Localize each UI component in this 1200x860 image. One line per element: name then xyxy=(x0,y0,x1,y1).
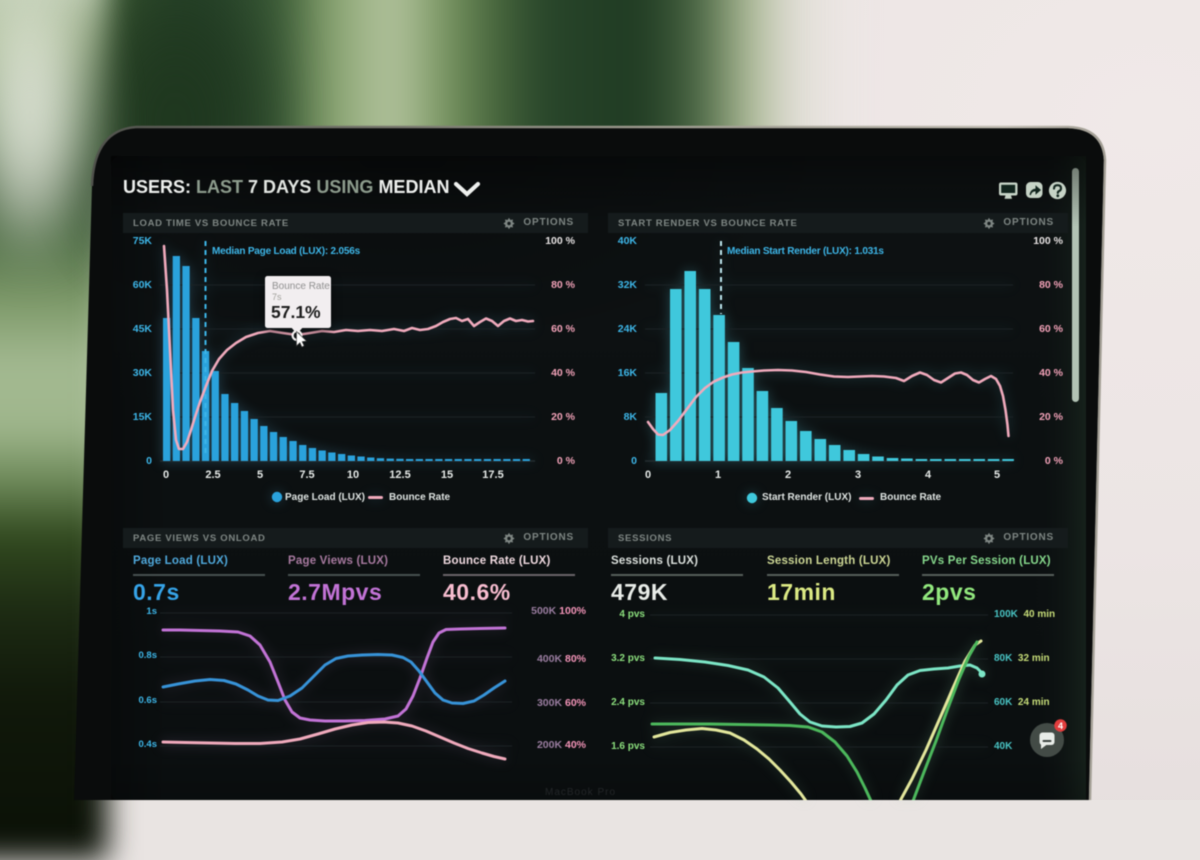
svg-text:4: 4 xyxy=(1058,721,1063,731)
